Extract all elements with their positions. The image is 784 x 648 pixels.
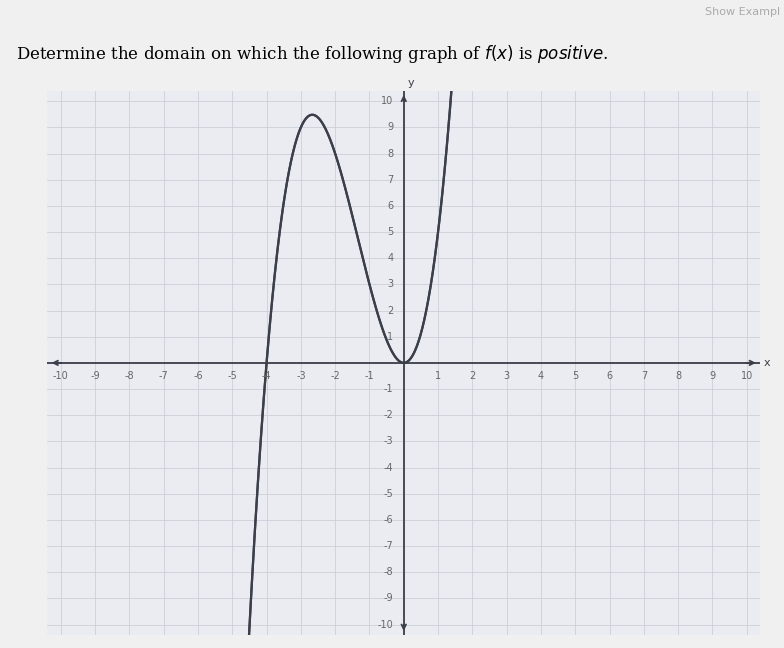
Text: -2: -2	[330, 371, 340, 381]
Text: 5: 5	[387, 227, 394, 237]
Text: -3: -3	[296, 371, 306, 381]
Text: 4: 4	[538, 371, 544, 381]
Text: 2: 2	[470, 371, 475, 381]
Text: -5: -5	[383, 489, 394, 499]
Text: 3: 3	[503, 371, 510, 381]
Text: 8: 8	[675, 371, 681, 381]
Text: y: y	[408, 78, 414, 88]
Text: 4: 4	[387, 253, 394, 263]
Text: -7: -7	[383, 541, 394, 551]
Text: 9: 9	[387, 122, 394, 132]
Text: 9: 9	[710, 371, 716, 381]
Text: 5: 5	[572, 371, 579, 381]
Text: 3: 3	[387, 279, 394, 290]
Text: -9: -9	[384, 594, 394, 603]
Text: Show Exampl: Show Exampl	[705, 7, 780, 17]
Text: -8: -8	[125, 371, 134, 381]
Text: -8: -8	[384, 567, 394, 577]
Text: 2: 2	[387, 306, 394, 316]
Text: -5: -5	[227, 371, 237, 381]
Text: -10: -10	[53, 371, 69, 381]
Text: -6: -6	[384, 515, 394, 525]
Text: -4: -4	[262, 371, 271, 381]
Text: 10: 10	[741, 371, 753, 381]
Text: 1: 1	[387, 332, 394, 341]
Text: 8: 8	[387, 148, 394, 159]
Text: -9: -9	[90, 371, 100, 381]
Text: x: x	[764, 358, 771, 368]
Text: -6: -6	[193, 371, 203, 381]
Text: -4: -4	[384, 463, 394, 472]
Text: 7: 7	[387, 175, 394, 185]
Text: -7: -7	[159, 371, 169, 381]
Text: -1: -1	[365, 371, 374, 381]
Text: 6: 6	[387, 201, 394, 211]
Text: 7: 7	[641, 371, 647, 381]
Text: 10: 10	[381, 96, 394, 106]
Text: 1: 1	[435, 371, 441, 381]
Text: -10: -10	[378, 619, 394, 630]
Text: -1: -1	[384, 384, 394, 394]
Text: 6: 6	[607, 371, 612, 381]
Text: -3: -3	[384, 436, 394, 446]
Text: Determine the domain on which the following graph of $f(x)$ is $\it{positive}$.: Determine the domain on which the follow…	[16, 43, 608, 65]
Text: -2: -2	[383, 410, 394, 420]
